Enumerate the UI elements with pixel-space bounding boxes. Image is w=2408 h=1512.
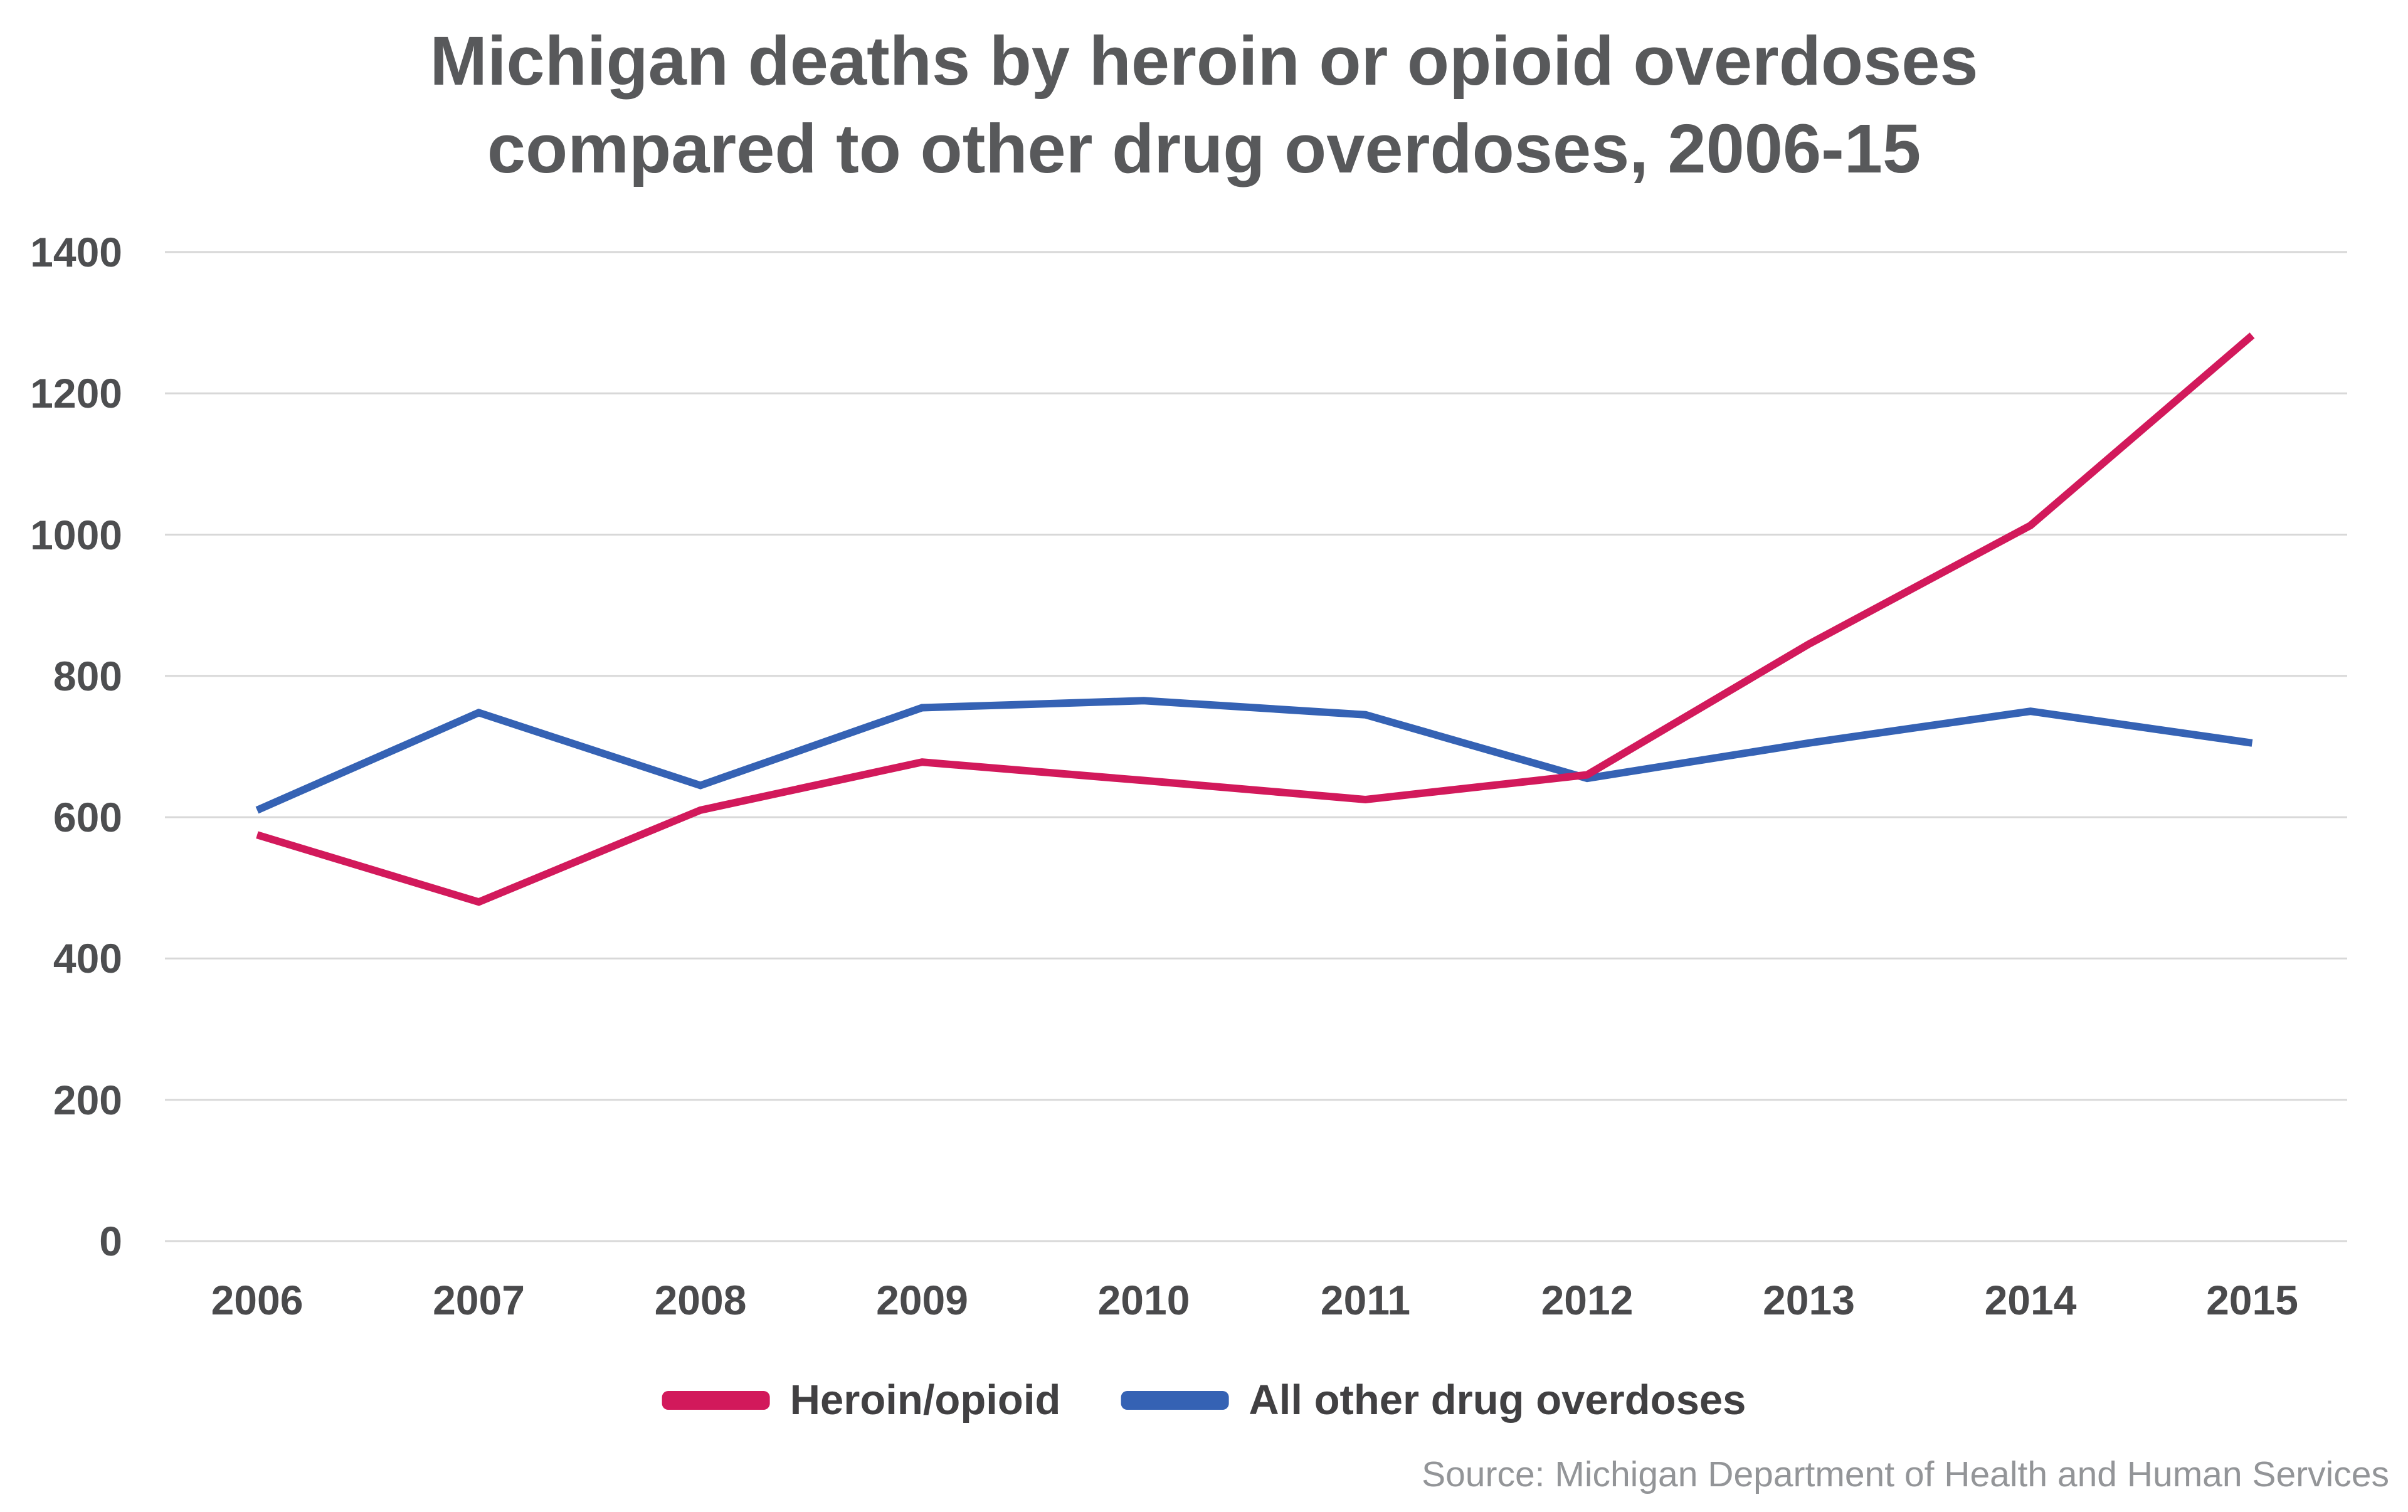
legend-label-heroin-opioid: Heroin/opioid [789, 1377, 1061, 1424]
x-axis-tick-label: 2013 [1763, 1277, 1855, 1323]
y-axis-tick-label: 1000 [30, 511, 122, 558]
y-axis-tick-label: 0 [99, 1218, 122, 1264]
y-axis-tick-label: 600 [53, 794, 122, 841]
source-note: Source: Michigan Department of Health an… [1422, 1454, 2389, 1494]
series-line-heroin-opioid [256, 332, 2255, 906]
x-axis-tick-label: 2011 [1320, 1277, 1411, 1323]
x-axis-tick-label: 2007 [433, 1277, 525, 1323]
y-axis-tick-label: 1400 [30, 228, 122, 275]
legend-item-heroin-opioid: Heroin/opioid [662, 1376, 1061, 1424]
x-axis-tick-label: 2014 [1984, 1277, 2077, 1323]
legend-swatch-heroin-opioid-icon [662, 1390, 770, 1410]
x-axis-tick-label: 2012 [1541, 1277, 1634, 1323]
chart-title: Michigan deaths by heroin or opioid over… [0, 18, 2408, 193]
x-axis-tick-label: 2015 [2206, 1277, 2298, 1323]
y-axis-tick-label: 800 [53, 652, 122, 699]
legend: Heroin/opioid All other drug overdoses [662, 1376, 1746, 1424]
legend-label-all-other: All other drug overdoses [1249, 1377, 1746, 1424]
chart-title-line2: compared to other drug overdoses, 2006-1… [487, 110, 1921, 188]
chart-title-line1: Michigan deaths by heroin or opioid over… [430, 23, 1978, 100]
y-axis-tick-label: 400 [53, 935, 122, 982]
y-axis-tick-label: 1200 [30, 370, 122, 417]
x-axis-tick-label: 2006 [211, 1277, 304, 1323]
legend-swatch-all-other-icon [1121, 1390, 1229, 1410]
legend-item-all-other: All other drug overdoses [1121, 1376, 1746, 1424]
x-axis-tick-label: 2009 [876, 1277, 968, 1323]
x-axis-tick-label: 2008 [654, 1277, 747, 1323]
y-axis-tick-label: 200 [53, 1076, 122, 1123]
x-axis-tick-label: 2010 [1097, 1277, 1190, 1323]
series-line-all-other-drug-overdoses [255, 697, 2253, 814]
